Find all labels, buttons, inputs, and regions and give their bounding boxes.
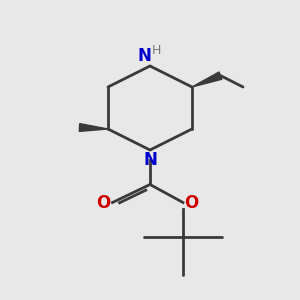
Polygon shape <box>192 72 222 87</box>
Polygon shape <box>79 124 108 131</box>
Text: H: H <box>152 44 161 57</box>
Text: O: O <box>96 194 110 212</box>
Text: N: N <box>138 47 152 65</box>
Text: O: O <box>184 194 199 211</box>
Text: N: N <box>143 151 157 169</box>
